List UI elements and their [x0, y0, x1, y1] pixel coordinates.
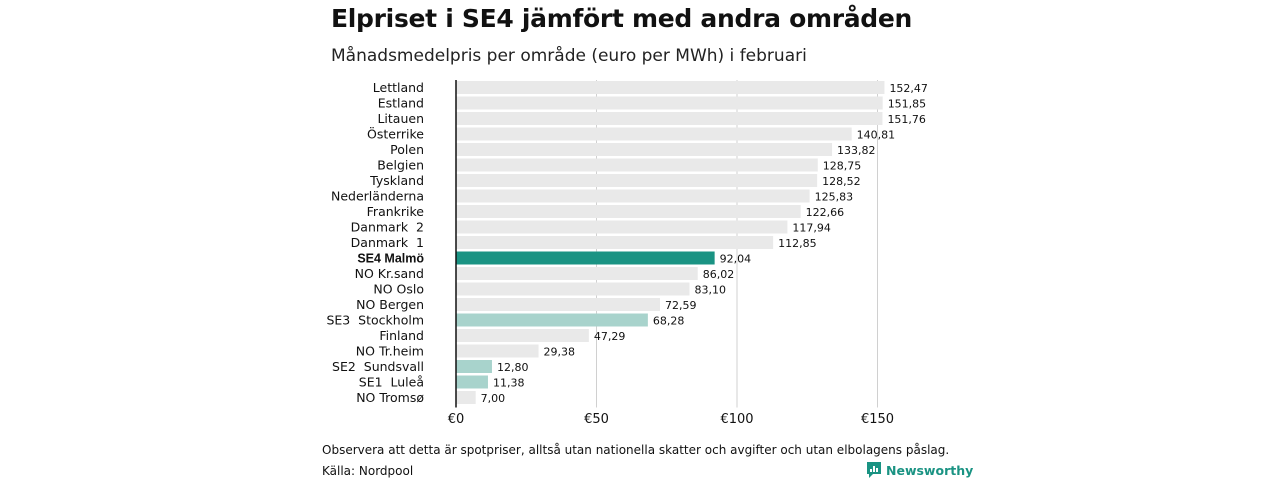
bar	[456, 220, 788, 234]
value-label: 128,75	[823, 160, 862, 173]
bar	[456, 158, 818, 172]
value-label: 122,66	[806, 206, 845, 219]
value-label: 68,28	[653, 315, 685, 328]
category-label: SE1 Luleå	[359, 375, 424, 390]
x-tick-label: €50	[584, 412, 609, 427]
value-label: 140,81	[857, 129, 896, 142]
category-label: Danmark 1	[351, 235, 424, 250]
bar	[456, 313, 648, 327]
brand-name: Newsworthy	[886, 462, 974, 478]
x-tick-label: €100	[720, 412, 753, 427]
bar	[456, 282, 690, 296]
value-label: 151,85	[888, 98, 927, 111]
value-label: 86,02	[703, 268, 735, 281]
category-label: SE3 Stockholm	[326, 313, 424, 328]
bar	[456, 329, 589, 342]
bar	[456, 96, 883, 110]
bar	[456, 391, 476, 404]
category-label: Österrike	[367, 126, 424, 142]
category-label: NO Kr.sand	[355, 266, 424, 281]
category-label: Polen	[390, 142, 424, 157]
category-label: NO Tr.heim	[356, 344, 424, 359]
x-tick-label: €150	[861, 412, 894, 427]
category-label: Finland	[379, 328, 424, 343]
category-label: SE4 Malmö	[357, 252, 424, 266]
tick-layer: €0 €50 €100 €150	[448, 412, 894, 427]
category-label: NO Oslo	[373, 282, 424, 297]
bar-layer	[456, 81, 885, 404]
value-label: 128,52	[822, 175, 861, 188]
bar	[456, 189, 810, 203]
category-label: SE2 Sundsvall	[332, 359, 424, 374]
category-label: Frankrike	[367, 204, 425, 219]
category-label: Danmark 2	[351, 220, 424, 235]
bar	[456, 205, 801, 218]
category-label: Litauen	[377, 111, 424, 126]
bar	[456, 112, 883, 125]
category-label: Lettland	[373, 80, 424, 95]
footnote: Observera att detta är spotpriser, allts…	[322, 443, 950, 457]
value-label: 152,47	[889, 82, 928, 95]
category-label: Belgien	[377, 158, 424, 173]
bar	[456, 298, 660, 311]
x-tick-label: €0	[448, 412, 465, 427]
bar-chart: Lettland 152,47 Estland 151,85 Litauen 151,76…	[326, 80, 928, 427]
bar	[456, 127, 852, 141]
chart-title: Elpriset i SE4 jämfört med andra områden	[331, 4, 913, 33]
brand-logo[interactable]: Newsworthy	[866, 461, 973, 479]
bar	[456, 375, 488, 389]
label-layer: Lettland 152,47 Estland 151,85 Litauen 151,76…	[326, 80, 927, 405]
category-label: Estland	[378, 96, 424, 111]
bar	[456, 236, 774, 249]
category-label: NO Tromsø	[356, 390, 424, 405]
category-label: NO Bergen	[356, 297, 424, 312]
category-label: Nederländerna	[331, 189, 424, 204]
bar	[456, 360, 492, 373]
value-label: 92,04	[720, 253, 752, 266]
value-label: 83,10	[695, 284, 727, 297]
bar	[456, 344, 539, 358]
value-label: 117,94	[792, 222, 831, 235]
bar	[456, 143, 833, 156]
value-label: 72,59	[665, 299, 697, 312]
value-label: 12,80	[497, 361, 529, 374]
bar	[456, 267, 698, 280]
value-label: 47,29	[594, 330, 626, 343]
value-label: 29,38	[544, 346, 576, 359]
value-label: 11,38	[493, 377, 524, 390]
value-label: 125,83	[815, 191, 854, 204]
newsworthy-icon	[867, 462, 881, 478]
value-label: 151,76	[887, 113, 926, 126]
value-label: 133,82	[837, 144, 876, 157]
source-note: Källa: Nordpool	[322, 464, 414, 478]
value-label: 112,85	[778, 237, 817, 250]
chart-subtitle: Månadsmedelpris per område (euro per MWh…	[331, 46, 807, 66]
bar	[456, 174, 818, 187]
bar	[456, 81, 885, 94]
value-label: 7,00	[481, 392, 506, 405]
category-label: Tyskland	[369, 173, 424, 188]
bar	[456, 251, 715, 265]
